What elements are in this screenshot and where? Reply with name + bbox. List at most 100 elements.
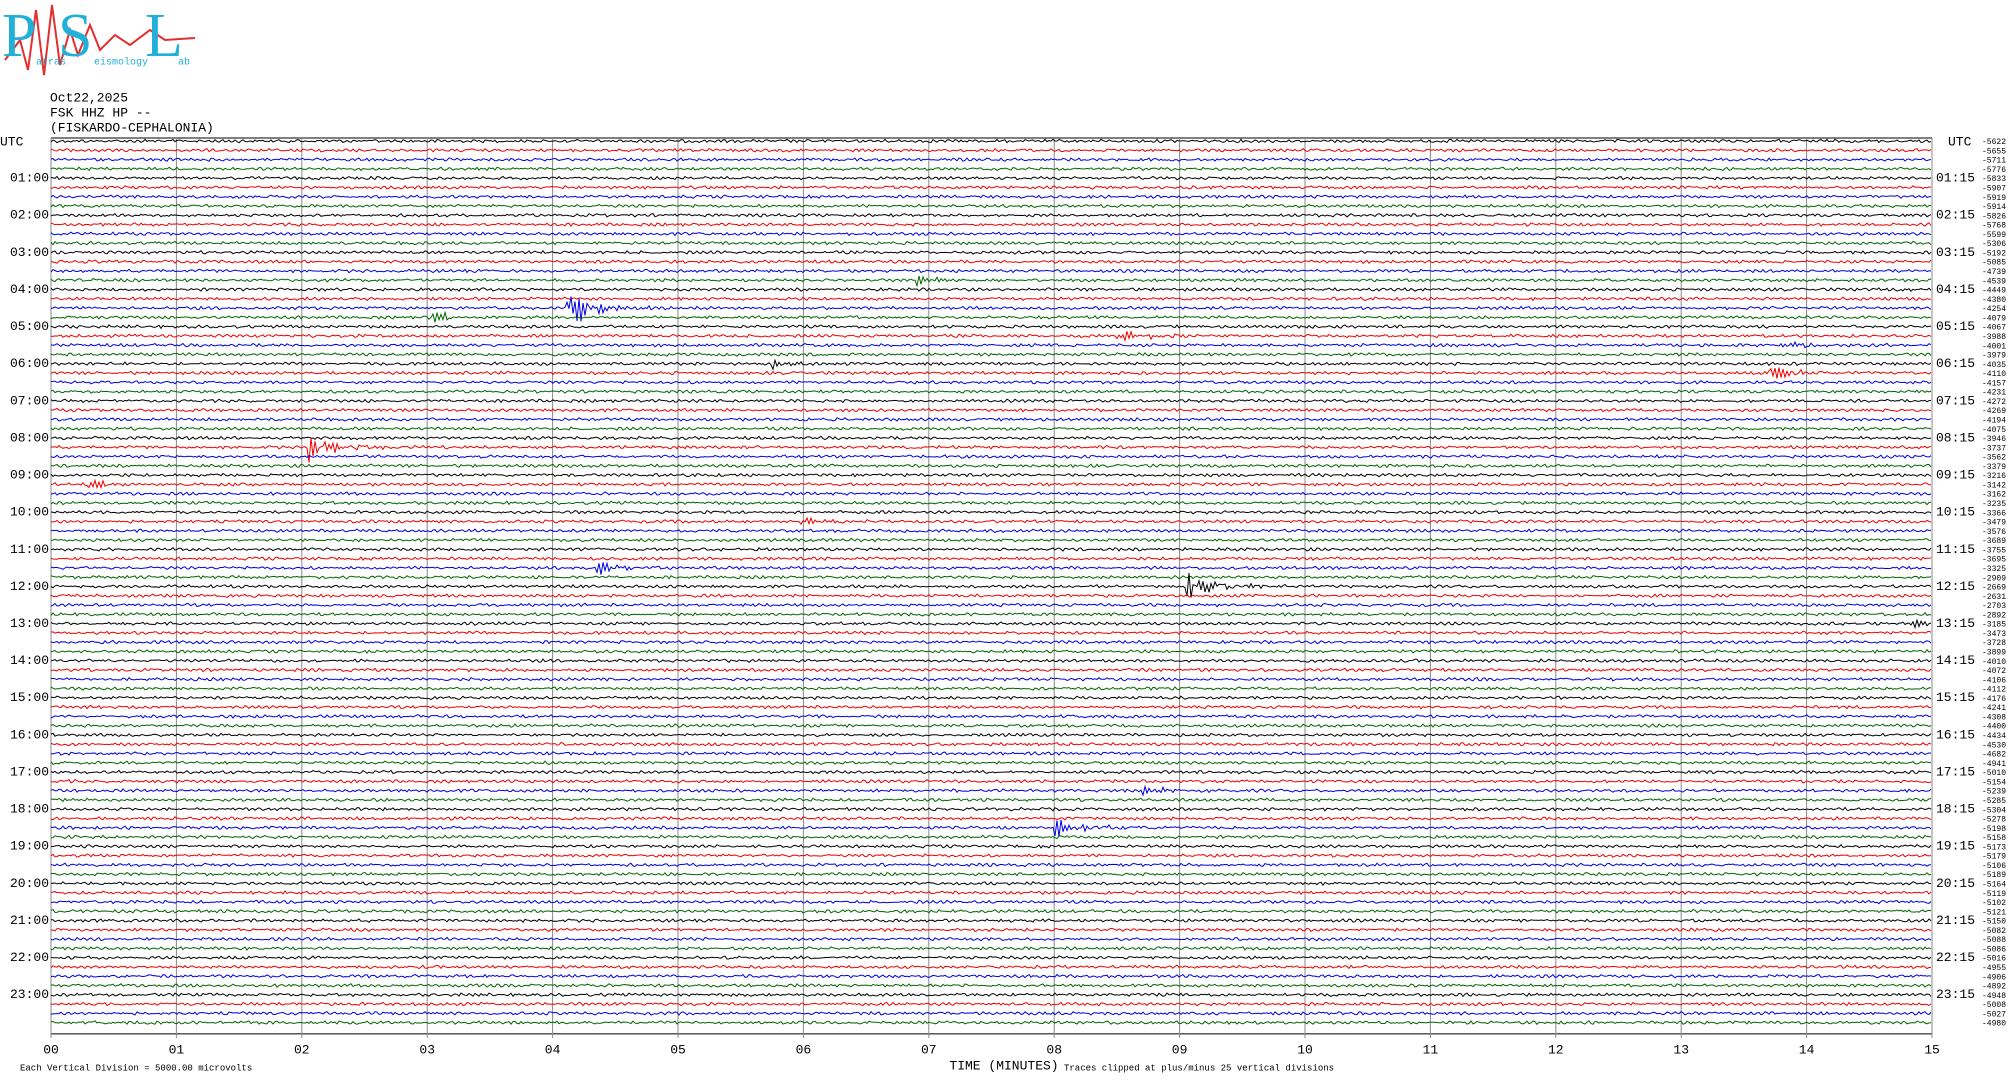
minute-label: 08 xyxy=(1046,1042,1062,1057)
offset-label: -4269 xyxy=(1982,407,2006,416)
offset-label: -5121 xyxy=(1982,908,2006,917)
hour-label-right: 09:15 xyxy=(1936,468,1975,483)
hour-label-right: 13:15 xyxy=(1936,616,1975,631)
trace xyxy=(50,185,1932,190)
hour-label-right: 12:15 xyxy=(1936,579,1975,594)
offset-label: -3899 xyxy=(1982,649,2006,658)
trace xyxy=(50,561,1932,575)
offset-label: -4176 xyxy=(1982,695,2006,704)
trace xyxy=(50,843,1932,849)
offset-label: -4231 xyxy=(1982,389,2006,398)
offset-label: -3142 xyxy=(1982,481,2006,490)
logo-word: atras xyxy=(36,58,66,69)
station: (FISKARDO-CEPHALONIA) xyxy=(50,120,214,135)
offset-label: -3216 xyxy=(1982,472,2006,481)
hour-label-right: 04:15 xyxy=(1936,282,1975,297)
trace xyxy=(50,667,1932,673)
hour-label-right: 17:15 xyxy=(1936,764,1975,779)
trace xyxy=(50,516,1932,526)
offset-label: -3366 xyxy=(1982,509,2006,518)
trace xyxy=(50,797,1931,803)
offset-label: -3379 xyxy=(1982,463,2006,472)
offset-label: -5914 xyxy=(1982,203,2006,212)
offset-label: -4001 xyxy=(1982,342,2006,351)
hour-label-left: 07:00 xyxy=(10,393,49,408)
hour-label-right: 19:15 xyxy=(1936,839,1975,854)
trace xyxy=(50,778,1932,784)
trace xyxy=(50,611,1932,617)
hour-label-right: 07:15 xyxy=(1936,393,1975,408)
hour-label-right: 02:15 xyxy=(1936,208,1975,223)
trace xyxy=(50,437,1932,463)
trace xyxy=(50,1010,1932,1016)
hour-label-right: 20:15 xyxy=(1936,876,1975,891)
offset-label: -5179 xyxy=(1982,853,2006,862)
trace xyxy=(50,426,1932,432)
trace xyxy=(50,287,1932,292)
offset-label: -5154 xyxy=(1982,778,2006,787)
offset-label: -5158 xyxy=(1982,834,2006,843)
trace xyxy=(50,509,1932,515)
trace xyxy=(50,639,1932,645)
trace xyxy=(50,194,1932,200)
offset-label: -4254 xyxy=(1982,305,2006,314)
trace xyxy=(50,630,1932,636)
hour-label-left: 18:00 xyxy=(10,802,49,817)
grid xyxy=(50,137,1933,1038)
hour-label-left: 23:00 xyxy=(10,987,49,1002)
trace xyxy=(50,528,1932,534)
trace xyxy=(50,268,1932,274)
footer-clip: Traces clipped at plus/minus 25 vertical… xyxy=(1064,1063,1334,1073)
trace xyxy=(50,463,1932,469)
minute-label: 06 xyxy=(796,1042,812,1057)
trace xyxy=(50,537,1932,543)
trace xyxy=(50,880,1931,886)
trace xyxy=(50,676,1932,682)
offset-label: -3576 xyxy=(1982,528,2006,537)
logo-squiggle xyxy=(4,4,196,76)
offset-label: -5192 xyxy=(1982,249,2006,258)
minute-label: 05 xyxy=(670,1042,686,1057)
offset-label: -5599 xyxy=(1982,231,2006,240)
hour-label-left: 01:00 xyxy=(10,171,49,186)
offset-label: -3979 xyxy=(1982,352,2006,361)
offset-label: -4157 xyxy=(1982,379,2006,388)
offset-label: -3946 xyxy=(1982,435,2006,444)
logo-word: eismology xyxy=(94,57,148,69)
date: Oct22,2025 xyxy=(50,90,128,105)
offset-label: -4106 xyxy=(1982,676,2006,685)
offset-label: -5622 xyxy=(1982,138,2006,147)
trace xyxy=(50,908,1932,914)
trace xyxy=(50,834,1931,840)
offset-label: -4449 xyxy=(1982,287,2006,296)
trace xyxy=(50,454,1932,459)
hour-label-left: 03:00 xyxy=(10,245,49,260)
trace xyxy=(50,138,1932,144)
hour-label-left: 14:00 xyxy=(10,653,49,668)
trace xyxy=(50,324,1931,330)
trace xyxy=(50,945,1932,951)
hour-label-left: 06:00 xyxy=(10,356,49,371)
trace xyxy=(50,491,1932,496)
trace xyxy=(50,899,1932,905)
offset-label: -4072 xyxy=(1982,667,2006,676)
trace xyxy=(50,760,1932,766)
offset-label: -4892 xyxy=(1982,983,2006,992)
hour-label-right: 03:15 xyxy=(1936,245,1975,260)
trace xyxy=(50,853,1932,859)
trace xyxy=(50,556,1932,562)
hour-label-right: 15:15 xyxy=(1936,690,1975,705)
trace xyxy=(50,955,1932,961)
channel: FSK HHZ HP -- xyxy=(50,105,151,120)
offset-label: -5027 xyxy=(1982,1010,2006,1019)
minute-label: 12 xyxy=(1548,1042,1564,1057)
utc-left: UTC xyxy=(0,134,24,149)
hour-label-right: 10:15 xyxy=(1936,505,1975,520)
trace xyxy=(50,500,1932,506)
minute-label: 14 xyxy=(1799,1042,1815,1057)
offset-label: -4682 xyxy=(1982,751,2006,760)
trace xyxy=(50,751,1932,756)
offset-label: -4079 xyxy=(1982,314,2006,323)
trace xyxy=(50,992,1932,998)
